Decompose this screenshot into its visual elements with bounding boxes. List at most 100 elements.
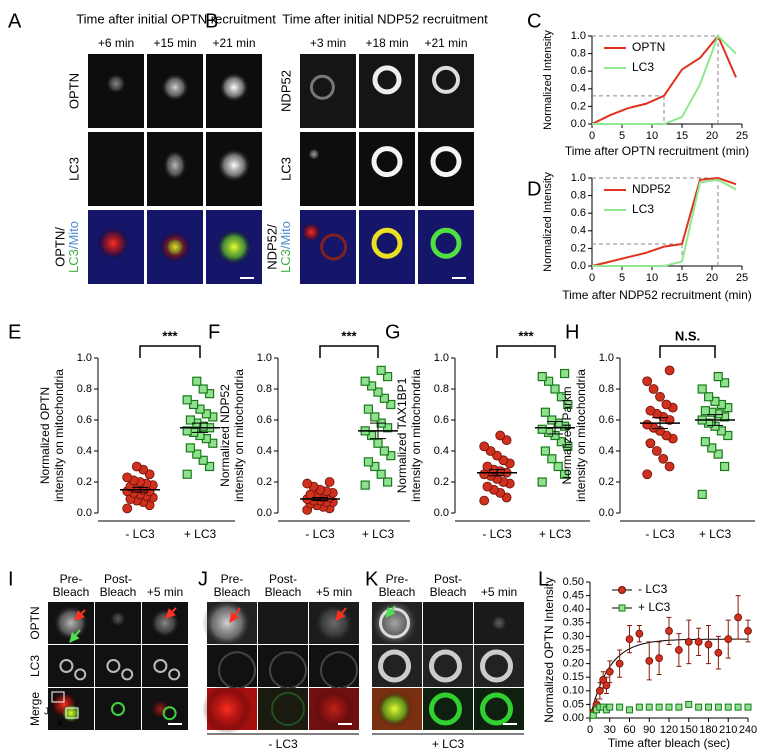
data-point (704, 640, 713, 649)
y-tick-label: 0.15 (563, 671, 584, 683)
y-tick-label: 0.0 (434, 507, 449, 519)
y-tick-label: 0.6 (571, 65, 586, 77)
y-tick-label: 0.2 (599, 476, 614, 488)
x-tick-label: 25 (736, 272, 748, 284)
data-point (700, 406, 711, 416)
data-point (556, 437, 567, 447)
data-point (537, 372, 547, 382)
inset-label: J (44, 707, 49, 718)
blob (314, 689, 354, 729)
data-point (537, 477, 547, 487)
micrograph (258, 602, 308, 644)
data-point (324, 477, 335, 487)
data-point (675, 703, 683, 711)
data-point (131, 461, 142, 472)
blob (216, 229, 252, 265)
panel-letter: I (8, 568, 14, 590)
data-point (645, 438, 656, 449)
row-label: LC3 (28, 655, 42, 677)
data-point (205, 461, 215, 472)
data-point (674, 646, 683, 654)
significance-bracket (496, 345, 556, 358)
data-point (563, 399, 573, 410)
data-point (360, 376, 370, 386)
data-point (482, 461, 493, 472)
data-point (716, 426, 727, 436)
y-tick-label: 0.00 (563, 712, 584, 724)
data-point (645, 703, 653, 711)
y-tick-label: 0.8 (571, 190, 586, 202)
series-line (592, 34, 737, 125)
y-tick-label: 0.50 (563, 576, 584, 588)
data-point (122, 503, 133, 514)
data-point (185, 415, 195, 425)
data-point (479, 495, 490, 506)
data-point (700, 437, 711, 447)
y-tick-label: 0.8 (77, 383, 92, 395)
y-tick-label: 0.05 (563, 698, 584, 710)
micrograph (423, 602, 473, 644)
y-tick-label: 1.0 (434, 352, 449, 364)
data-point (547, 454, 557, 464)
data-point (642, 376, 653, 387)
data-point (605, 667, 614, 676)
legend-label: LC3 (632, 60, 654, 74)
micrograph (207, 645, 257, 687)
data-point (547, 415, 557, 425)
x-tick-label: + LC3 (699, 527, 732, 541)
x-tick-label: 120 (660, 724, 678, 736)
x-tick-label: 5 (619, 272, 625, 284)
group-label: + LC3 (432, 737, 465, 751)
data-point (724, 635, 733, 644)
data-point (182, 395, 192, 405)
row-label: OPTN (28, 606, 42, 639)
arrow (74, 609, 86, 621)
ring (320, 233, 348, 261)
row-label: LC3/Mito (278, 221, 293, 273)
x-tick-label: + LC3 (362, 527, 395, 541)
ring (121, 668, 134, 681)
y-tick-label: 0.2 (571, 100, 586, 112)
micrograph (359, 132, 415, 206)
data-point (383, 423, 393, 433)
row-label-part: /Mito (278, 221, 293, 249)
y-tick-label: 0.4 (571, 83, 586, 95)
row-label: NDP52/ (264, 224, 279, 270)
data-point (707, 443, 717, 453)
data-point (379, 446, 389, 456)
panel-letter: J (198, 568, 208, 590)
y-tick-label: 0.2 (434, 476, 449, 488)
data-point (379, 393, 389, 403)
data-point (559, 368, 570, 379)
significance-bracket (139, 345, 201, 358)
ring (309, 74, 335, 100)
data-point (642, 469, 653, 480)
arrow (335, 607, 347, 621)
data-point (645, 405, 656, 416)
data-point (383, 372, 393, 382)
data-point (655, 654, 664, 663)
data-point (697, 384, 707, 394)
data-point (714, 703, 722, 711)
data-point (724, 703, 732, 711)
data-point (182, 426, 192, 436)
inset-label: K (57, 719, 64, 730)
blob (301, 222, 322, 243)
y-tick-label: 0.0 (599, 507, 614, 519)
x-tick-label: 60 (623, 724, 635, 736)
row-label: LC3/Mito (66, 221, 81, 273)
blob (150, 608, 180, 638)
data-point (625, 635, 634, 644)
data-point (635, 629, 644, 638)
series-line (591, 176, 737, 267)
column-label: +5 min (147, 585, 183, 599)
panel-letter: A (8, 10, 22, 32)
data-point (664, 365, 675, 376)
data-point (651, 446, 662, 456)
x-tick-label: 0 (589, 130, 595, 142)
blob (161, 73, 189, 102)
y-tick-label: 1.0 (571, 172, 586, 184)
y-tick-label: 0.0 (571, 260, 586, 272)
y-tick-label: 0.45 (563, 590, 584, 602)
